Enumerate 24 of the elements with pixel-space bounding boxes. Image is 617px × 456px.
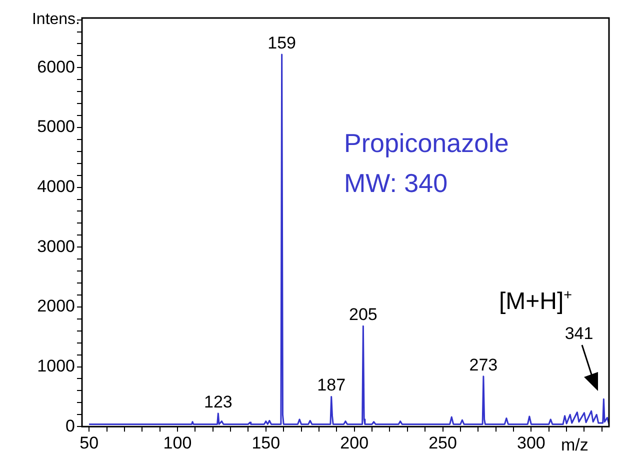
annotation: [M+H]+ — [499, 287, 572, 315]
y-tick-label: 2000 — [37, 296, 75, 316]
y-axis-title: Intens. — [32, 11, 80, 28]
y-tick-label: 1000 — [37, 356, 75, 376]
annotation: 341 — [564, 324, 594, 343]
y-tick-label: 0 — [66, 416, 75, 436]
annotation: MW: 340 — [344, 168, 448, 198]
x-tick-label: 150 — [252, 433, 280, 452]
annotation: 273 — [469, 355, 498, 374]
annotation: Propiconazole — [344, 128, 509, 158]
x-tick-label: 50 — [80, 433, 99, 452]
y-tick-label: 3000 — [37, 236, 75, 256]
x-tick-label: 300 — [517, 433, 546, 452]
y-tick-label: 6000 — [37, 57, 75, 76]
y-tick-label: 5000 — [37, 117, 75, 136]
x-tick-label: 250 — [428, 433, 457, 452]
annotation: 187 — [317, 376, 346, 395]
annotation: 205 — [348, 305, 378, 324]
annotation: 123 — [204, 392, 232, 412]
x-axis-title: m/z — [561, 436, 588, 455]
x-tick-label: 200 — [340, 433, 369, 452]
annotation: 159 — [268, 33, 296, 52]
y-tick-label: 4000 — [37, 176, 75, 196]
x-tick-label: 100 — [163, 433, 192, 452]
